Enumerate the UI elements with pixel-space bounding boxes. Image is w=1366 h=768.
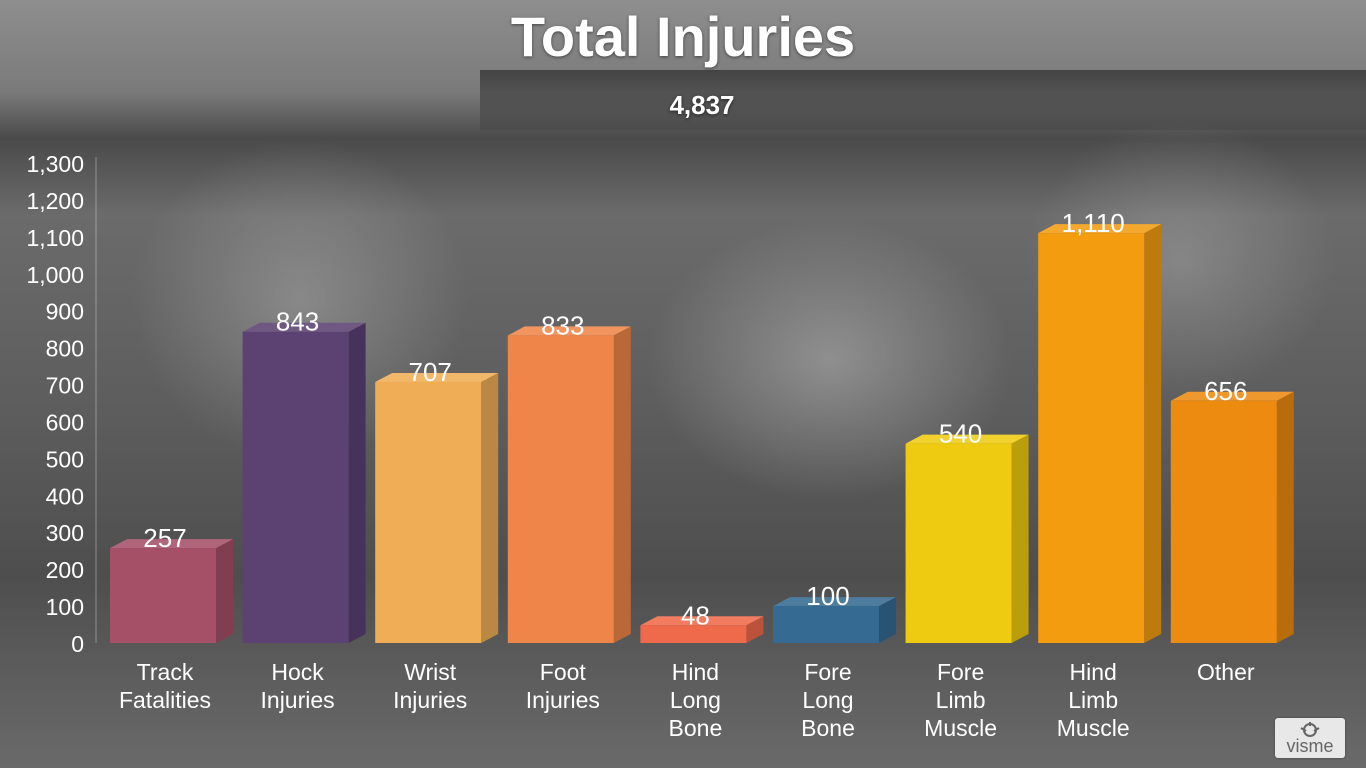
x-category-label: Wrist Injuries bbox=[393, 659, 467, 713]
y-tick-label: 800 bbox=[46, 336, 84, 362]
bar-top bbox=[773, 597, 896, 607]
y-tick-label: 400 bbox=[46, 483, 84, 509]
bar-front bbox=[1170, 400, 1277, 643]
visme-logo-icon bbox=[1300, 722, 1320, 737]
bar-side bbox=[613, 326, 631, 643]
y-tick-label: 700 bbox=[46, 373, 84, 399]
bar bbox=[773, 597, 896, 643]
x-category-label: Other bbox=[1197, 659, 1255, 685]
bar-value-label: 833 bbox=[541, 310, 584, 340]
bar-value-label: 1,110 bbox=[1062, 208, 1125, 238]
bar-top bbox=[640, 616, 764, 626]
bar-top bbox=[1038, 224, 1162, 234]
x-category-label: Hind Limb Muscle bbox=[1057, 659, 1130, 741]
total-injuries-value: 4,837 bbox=[669, 90, 735, 120]
bar-side bbox=[348, 322, 366, 643]
bar-side bbox=[746, 616, 764, 643]
bar-value-label: 707 bbox=[409, 357, 452, 387]
bar bbox=[507, 326, 631, 643]
bar-side bbox=[216, 539, 233, 643]
bar-top bbox=[242, 322, 366, 332]
y-tick-label: 200 bbox=[46, 557, 84, 583]
x-category-label: Foot Injuries bbox=[526, 659, 600, 713]
bar-top bbox=[375, 372, 499, 382]
x-category-label: Fore Long Bone bbox=[801, 659, 855, 741]
y-tick-label: 0 bbox=[71, 631, 84, 657]
bar-value-label: 100 bbox=[806, 581, 849, 611]
bar-front bbox=[110, 548, 216, 643]
bar-side bbox=[481, 372, 499, 643]
bar-front bbox=[905, 443, 1012, 643]
bar bbox=[1170, 391, 1294, 643]
bar bbox=[110, 539, 233, 643]
bar-top bbox=[110, 539, 233, 549]
y-tick-label: 1,000 bbox=[26, 262, 84, 288]
bar-top bbox=[507, 326, 631, 336]
y-tick-label: 300 bbox=[46, 520, 84, 546]
y-tick-label: 1,200 bbox=[26, 188, 84, 214]
bar bbox=[1038, 224, 1162, 643]
bar-front bbox=[375, 381, 482, 643]
background-photo bbox=[480, 70, 1366, 130]
x-category-label: Fore Limb Muscle bbox=[924, 659, 997, 741]
bar-value-label: 48 bbox=[681, 600, 710, 630]
visme-logo-text: visme bbox=[1286, 736, 1334, 756]
bar bbox=[242, 322, 366, 643]
y-tick-label: 1,100 bbox=[26, 225, 84, 251]
bar-front bbox=[773, 606, 879, 643]
bar-value-label: 540 bbox=[939, 419, 982, 449]
y-tick-label: 600 bbox=[46, 409, 84, 435]
x-category-label: Hock Injuries bbox=[261, 659, 335, 713]
bar-value-label: 656 bbox=[1204, 376, 1247, 406]
bar-value-label: 257 bbox=[143, 523, 186, 553]
y-tick-label: 100 bbox=[46, 594, 84, 620]
bar bbox=[640, 616, 764, 643]
bar bbox=[905, 434, 1029, 643]
bar-side bbox=[1144, 224, 1162, 643]
bar-front bbox=[242, 331, 349, 643]
bar-top bbox=[905, 434, 1029, 444]
bar-value-label: 843 bbox=[276, 307, 319, 337]
bar-front bbox=[1038, 233, 1145, 643]
chart-title: Total Injuries bbox=[510, 5, 856, 68]
bar-side bbox=[1276, 391, 1294, 643]
bar-front bbox=[640, 625, 747, 643]
bar bbox=[375, 372, 499, 643]
bar-side bbox=[1011, 434, 1029, 643]
bar-side bbox=[879, 597, 896, 643]
y-tick-label: 900 bbox=[46, 299, 84, 325]
y-tick-label: 1,300 bbox=[26, 151, 84, 177]
y-tick-label: 500 bbox=[46, 446, 84, 472]
visme-logo[interactable]: visme bbox=[1275, 718, 1345, 758]
x-category-label: Hind Long Bone bbox=[669, 659, 723, 741]
bar-top bbox=[1170, 391, 1294, 401]
x-category-label: Track Fatalities bbox=[119, 659, 211, 713]
bar-front bbox=[507, 335, 614, 643]
